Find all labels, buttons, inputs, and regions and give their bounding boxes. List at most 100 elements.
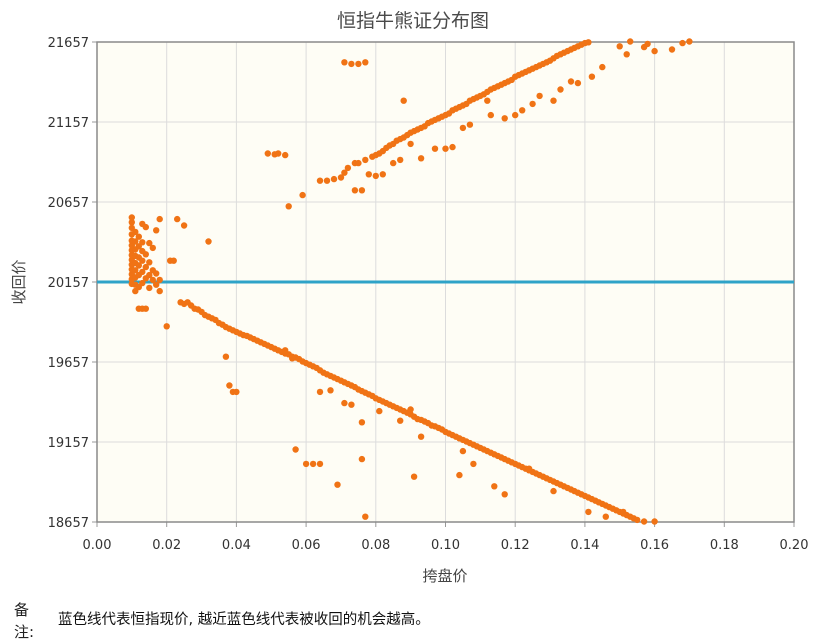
data-point — [264, 150, 271, 157]
data-points — [128, 38, 693, 525]
data-point — [410, 473, 418, 480]
data-point — [348, 60, 355, 68]
data-point — [487, 111, 494, 119]
data-point — [358, 455, 366, 463]
data-point — [372, 172, 379, 180]
data-point — [627, 38, 634, 45]
x-tick-label: 0.12 — [501, 538, 530, 553]
data-point — [327, 387, 334, 394]
data-point — [149, 244, 156, 252]
data-point — [365, 171, 372, 178]
data-point — [142, 305, 149, 312]
x-tick-label: 0.00 — [83, 538, 112, 553]
data-point — [142, 223, 149, 231]
data-point — [623, 51, 630, 58]
data-point — [376, 407, 383, 415]
data-point — [132, 267, 139, 274]
data-point — [634, 516, 641, 524]
data-point — [407, 406, 414, 413]
data-point — [282, 347, 289, 354]
data-point — [292, 446, 299, 453]
data-point — [309, 460, 317, 468]
data-point — [132, 238, 139, 245]
data-point — [142, 251, 149, 258]
data-point — [142, 263, 149, 271]
data-point — [491, 483, 498, 490]
data-point — [400, 97, 407, 104]
data-point — [599, 63, 606, 71]
data-point — [620, 508, 627, 516]
data-point — [233, 388, 240, 396]
data-point — [337, 174, 345, 181]
data-point — [156, 276, 163, 284]
x-axis-label: 挎盘价 — [422, 567, 467, 585]
x-tick-label: 0.08 — [361, 538, 390, 553]
data-point — [459, 124, 467, 132]
data-point — [205, 238, 212, 245]
data-point — [407, 140, 414, 148]
data-point — [128, 219, 135, 226]
data-point — [289, 355, 296, 362]
data-point — [146, 284, 153, 292]
data-point — [139, 239, 146, 246]
data-point — [616, 43, 623, 50]
data-point — [529, 100, 536, 108]
data-point — [585, 508, 592, 516]
data-point — [226, 382, 233, 389]
data-point — [316, 177, 324, 184]
data-point — [574, 79, 582, 87]
data-point — [156, 215, 163, 223]
data-point — [132, 228, 139, 236]
data-point — [362, 513, 369, 520]
data-point — [341, 59, 348, 66]
data-point — [355, 159, 362, 167]
data-point — [459, 447, 467, 455]
data-point — [174, 215, 181, 223]
data-point — [153, 227, 160, 234]
x-tick-label: 0.16 — [640, 538, 669, 553]
data-point — [358, 187, 366, 194]
data-point — [344, 164, 352, 172]
data-point — [348, 401, 355, 408]
data-point — [334, 481, 341, 488]
data-point — [512, 111, 519, 119]
data-point — [550, 97, 557, 104]
data-point — [222, 353, 230, 360]
data-point — [519, 107, 526, 114]
y-tick-label: 20657 — [48, 196, 89, 211]
y-tick-label: 20157 — [48, 276, 89, 291]
data-point — [146, 271, 153, 279]
data-point — [651, 518, 658, 525]
y-tick-label: 19157 — [48, 436, 89, 451]
data-point — [470, 460, 477, 468]
x-tick-label: 0.20 — [780, 538, 809, 553]
data-point — [153, 281, 160, 288]
y-tick-label: 18657 — [48, 516, 89, 531]
data-point — [567, 78, 575, 85]
x-tick-label: 0.02 — [152, 538, 181, 553]
data-point — [550, 487, 557, 495]
data-point — [397, 156, 404, 164]
x-tick-label: 0.14 — [570, 538, 599, 553]
data-point — [358, 419, 366, 426]
data-point — [536, 92, 543, 100]
data-point — [163, 323, 170, 330]
data-point — [362, 59, 369, 66]
data-point — [466, 121, 474, 128]
data-point — [417, 433, 425, 440]
data-point — [501, 491, 508, 498]
x-tick-label: 0.06 — [292, 538, 321, 553]
data-point — [362, 156, 369, 164]
data-point — [449, 143, 456, 151]
data-point — [146, 259, 153, 266]
x-tick-label: 0.18 — [710, 538, 739, 553]
data-point — [651, 47, 658, 55]
data-point — [431, 145, 439, 152]
note-text: 蓝色线代表恒指现价, 越近蓝色线代表被收回的机会越高。 — [58, 612, 430, 628]
data-point — [341, 399, 348, 407]
scatter-chart: 恒指牛熊证分布图 0.00 0.02 0.04 0.06 0.08 0.10 0.12 0.1… — [10, 10, 809, 585]
y-tick-label: 21157 — [48, 116, 89, 131]
data-point — [351, 187, 359, 194]
data-point — [135, 262, 142, 269]
data-point — [525, 465, 533, 472]
